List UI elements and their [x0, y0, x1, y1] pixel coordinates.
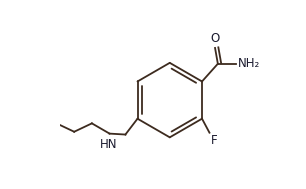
- Text: HN: HN: [100, 138, 118, 151]
- Text: NH₂: NH₂: [237, 57, 260, 70]
- Text: O: O: [211, 32, 220, 45]
- Text: F: F: [211, 134, 217, 147]
